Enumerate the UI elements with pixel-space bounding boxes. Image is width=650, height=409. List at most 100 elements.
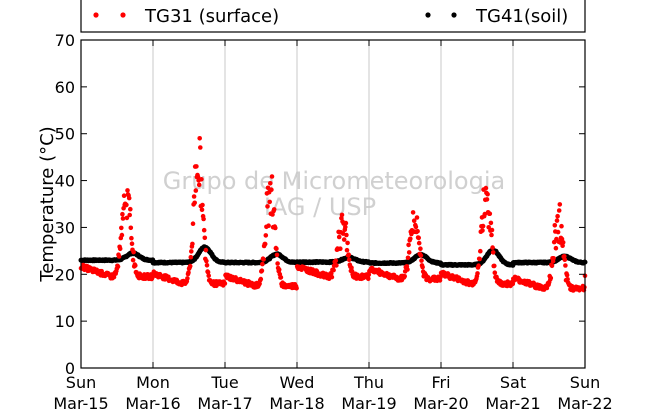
point-tg31 bbox=[345, 240, 350, 246]
point-tg31 bbox=[477, 256, 483, 262]
point-tg31 bbox=[549, 263, 555, 269]
point-tg31 bbox=[274, 246, 279, 252]
point-tg31 bbox=[557, 202, 563, 207]
point-tg31 bbox=[265, 204, 270, 209]
point-tg31 bbox=[346, 257, 352, 263]
point-tg31 bbox=[562, 257, 568, 263]
point-tg31 bbox=[480, 228, 485, 233]
point-tg31 bbox=[206, 273, 211, 279]
point-tg31 bbox=[124, 215, 130, 221]
point-tg31 bbox=[265, 185, 271, 191]
x-tick-label-day: Thu bbox=[353, 373, 384, 392]
point-tg31 bbox=[191, 194, 197, 199]
point-tg31 bbox=[115, 264, 121, 269]
point-tg31 bbox=[200, 202, 205, 208]
point-tg31 bbox=[552, 223, 558, 228]
legend-frame bbox=[80, 0, 586, 33]
x-tick-label-date: Mar-15 bbox=[53, 394, 108, 409]
point-tg31 bbox=[489, 232, 494, 238]
point-tg31 bbox=[419, 258, 424, 263]
point-tg31 bbox=[548, 275, 554, 281]
point-tg31 bbox=[260, 261, 265, 267]
point-tg31 bbox=[490, 250, 496, 255]
grid bbox=[152, 40, 514, 368]
point-tg31 bbox=[344, 247, 350, 253]
point-tg31 bbox=[263, 233, 269, 238]
x-tick-label-date: Mar-20 bbox=[413, 394, 468, 409]
point-tg31 bbox=[199, 207, 205, 212]
point-tg31 bbox=[366, 272, 372, 277]
point-tg31 bbox=[267, 199, 273, 205]
point-tg31 bbox=[261, 257, 266, 262]
y-tick-label: 50 bbox=[55, 125, 75, 144]
point-tg31 bbox=[564, 272, 570, 278]
plot-frame bbox=[80, 39, 586, 369]
point-tg31 bbox=[196, 182, 202, 188]
point-tg31 bbox=[334, 263, 339, 268]
y-tick-label: 40 bbox=[55, 172, 75, 191]
point-tg31 bbox=[128, 206, 133, 212]
point-tg31 bbox=[190, 221, 196, 226]
point-tg31 bbox=[405, 255, 411, 261]
point-tg31 bbox=[406, 250, 412, 255]
point-tg31 bbox=[485, 191, 490, 197]
point-tg31 bbox=[406, 242, 411, 248]
point-tg31 bbox=[121, 193, 127, 198]
point-tg31 bbox=[336, 234, 342, 240]
x-tick-label-day: Sun bbox=[66, 373, 96, 392]
point-tg31 bbox=[341, 237, 347, 242]
point-tg31 bbox=[411, 218, 417, 223]
point-tg31 bbox=[133, 263, 138, 268]
point-tg31 bbox=[187, 263, 193, 269]
point-tg31 bbox=[553, 245, 559, 251]
point-tg31 bbox=[130, 257, 136, 263]
legend-label-tg41: TG41(soil) bbox=[475, 6, 568, 27]
legend-marker-tg41-b bbox=[451, 12, 457, 18]
point-tg31 bbox=[268, 181, 273, 186]
point-tg31 bbox=[117, 246, 123, 252]
point-tg31 bbox=[271, 207, 277, 212]
point-tg31 bbox=[99, 268, 104, 274]
point-tg31 bbox=[329, 271, 334, 276]
x-tick-label-date: Mar-19 bbox=[341, 394, 396, 409]
point-tg31 bbox=[127, 212, 132, 218]
series-tg31-surface bbox=[78, 136, 588, 293]
point-tg31 bbox=[475, 271, 480, 276]
point-tg31 bbox=[269, 187, 274, 192]
point-tg31 bbox=[188, 254, 194, 260]
x-tick-label-date: Mar-21 bbox=[485, 394, 540, 409]
x-tick-label-day: Sat bbox=[500, 373, 526, 392]
point-tg31 bbox=[480, 223, 486, 229]
point-tg31 bbox=[195, 174, 201, 180]
point-tg31 bbox=[273, 225, 278, 231]
point-tg31 bbox=[192, 200, 197, 206]
point-tg31 bbox=[484, 197, 490, 202]
point-tg31 bbox=[201, 227, 207, 233]
legend: TG31 (surface) TG41(soil) bbox=[80, 0, 586, 33]
point-tg31 bbox=[555, 213, 560, 219]
point-tg31 bbox=[201, 216, 206, 222]
point-tg31 bbox=[278, 275, 284, 280]
point-tg31 bbox=[415, 228, 420, 234]
x-axis: Sun Mar-15 Mon Mar-16 Tue Mar-17 Wed Mar-18 Thu M… bbox=[53, 40, 613, 409]
point-tg31 bbox=[366, 276, 371, 282]
point-tg31 bbox=[204, 263, 210, 268]
point-tg31 bbox=[189, 249, 194, 254]
point-tg31 bbox=[294, 286, 299, 291]
point-tg31 bbox=[556, 208, 562, 213]
point-tg31 bbox=[414, 215, 420, 220]
point-tg31 bbox=[199, 177, 204, 182]
point-tg31 bbox=[410, 210, 416, 215]
point-tg31 bbox=[329, 274, 335, 280]
point-tg31 bbox=[126, 195, 132, 201]
point-tg31 bbox=[262, 241, 268, 247]
y-tick-label: 60 bbox=[55, 78, 75, 97]
point-tg31 bbox=[129, 241, 135, 246]
point-tg31 bbox=[131, 249, 136, 255]
point-tg31 bbox=[186, 270, 191, 275]
series-tg41-soil bbox=[78, 244, 588, 268]
point-tg31 bbox=[275, 261, 280, 266]
x-tick-label-day: Fri bbox=[431, 373, 450, 392]
point-tg31 bbox=[492, 270, 498, 276]
point-tg31 bbox=[194, 164, 199, 169]
